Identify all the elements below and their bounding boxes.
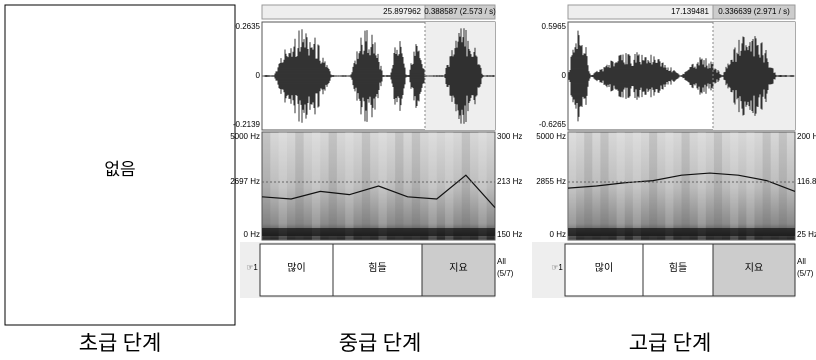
caption: 중급 단계	[339, 331, 422, 355]
spectrogram-stripe	[633, 132, 641, 240]
spec-left-label: 0 Hz	[550, 230, 566, 239]
spectrogram-stripe	[312, 132, 320, 240]
caption: 초급 단계	[79, 331, 162, 355]
tier-number: ☞1	[246, 263, 258, 272]
tier-word: 많이	[595, 262, 613, 274]
wave-label: -0.2139	[233, 120, 261, 129]
tier-all: All	[797, 257, 806, 266]
wave-label: 0.2635	[236, 22, 261, 31]
spectrogram-stripe	[395, 132, 403, 240]
spectrogram-stripe	[478, 132, 486, 240]
spectrogram-stripe	[763, 132, 771, 240]
tier-word: 많이	[287, 262, 305, 274]
spec-left-label: 0 Hz	[244, 230, 260, 239]
spectrogram-stripe	[295, 132, 303, 240]
spectrogram-stripe	[262, 132, 270, 240]
spectrogram-stripe	[682, 132, 690, 240]
wave-label: -0.6265	[539, 120, 567, 129]
spec-right-label: 150 Hz	[497, 230, 522, 239]
wave-label: 0	[256, 71, 261, 80]
spectrogram-stripe	[649, 132, 657, 240]
selection-label: 0.388587 (2.573 / s)	[424, 7, 496, 16]
selection-label: 0.336639 (2.971 / s)	[718, 7, 790, 16]
tier-number: ☞1	[551, 263, 563, 272]
wave-label: 0.5965	[542, 22, 567, 31]
spec-left-label: 2697 Hz	[230, 177, 260, 186]
spec-right-label: 300 Hz	[497, 132, 522, 141]
spectrogram-stripe	[698, 132, 706, 240]
time-label: 25.897962	[383, 7, 421, 16]
tier-word: 지요	[449, 262, 467, 274]
spectrogram-stripe	[412, 132, 420, 240]
spectrogram-stripe	[665, 132, 673, 240]
spectrogram-stripe	[714, 132, 722, 240]
spectrogram-stripe	[329, 132, 337, 240]
spectrogram-band	[568, 228, 795, 236]
wave-label: 0	[562, 71, 567, 80]
spec-right-label: 25 Hz	[797, 230, 816, 239]
spectrogram-stripe	[428, 132, 436, 240]
spec-right-label: 213 Hz	[497, 177, 522, 186]
tier-word: 힘들	[669, 262, 687, 274]
spec-left-label: 5000 Hz	[536, 132, 566, 141]
caption: 고급 단계	[629, 331, 712, 355]
none-label: 없음	[104, 160, 135, 180]
spec-left-label: 5000 Hz	[230, 132, 260, 141]
tier-all: All	[497, 257, 506, 266]
spectrogram-stripe	[279, 132, 287, 240]
tier-word: 힘들	[368, 262, 386, 274]
spectrogram-stripe	[345, 132, 353, 240]
tier-word: 지요	[745, 262, 763, 274]
tier-count: (5/7)	[497, 269, 514, 278]
spectrogram-stripe	[568, 132, 576, 240]
spectrogram-stripe	[617, 132, 625, 240]
time-label: 17.139481	[671, 7, 709, 16]
figure: 없음 초급 단계 25.8979620.388587 (2.573 / s) 0.…	[0, 0, 816, 360]
tier-count: (5/7)	[797, 269, 814, 278]
spectrogram-stripe	[462, 132, 470, 240]
spectrogram-band	[262, 228, 495, 236]
spectrogram-stripe	[730, 132, 738, 240]
spectrogram-stripe	[362, 132, 370, 240]
spec-left-label: 2855 Hz	[536, 177, 566, 186]
spec-right-label: 116.8 Hz	[797, 177, 816, 186]
spec-right-label: 200 Hz	[797, 132, 816, 141]
spectrogram-stripe	[746, 132, 754, 240]
